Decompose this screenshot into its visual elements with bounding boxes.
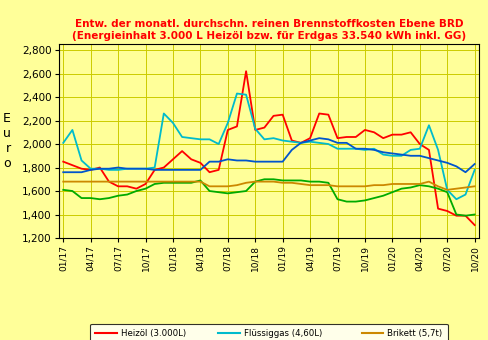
Y-axis label: E
u
r
o: E u r o: [3, 112, 11, 170]
Title: Entw. der monatl. durchschn. reinen Brennstoffkosten Ebene BRD
(Energieinhalt 3.: Entw. der monatl. durchschn. reinen Bren…: [72, 19, 465, 41]
Legend: Heizöl (3.000L), A1-Holzpellets (8,8t), Flüssiggas (4,60L), Erdgas (33.540kWh+GG: Heizöl (3.000L), A1-Holzpellets (8,8t), …: [90, 324, 447, 340]
